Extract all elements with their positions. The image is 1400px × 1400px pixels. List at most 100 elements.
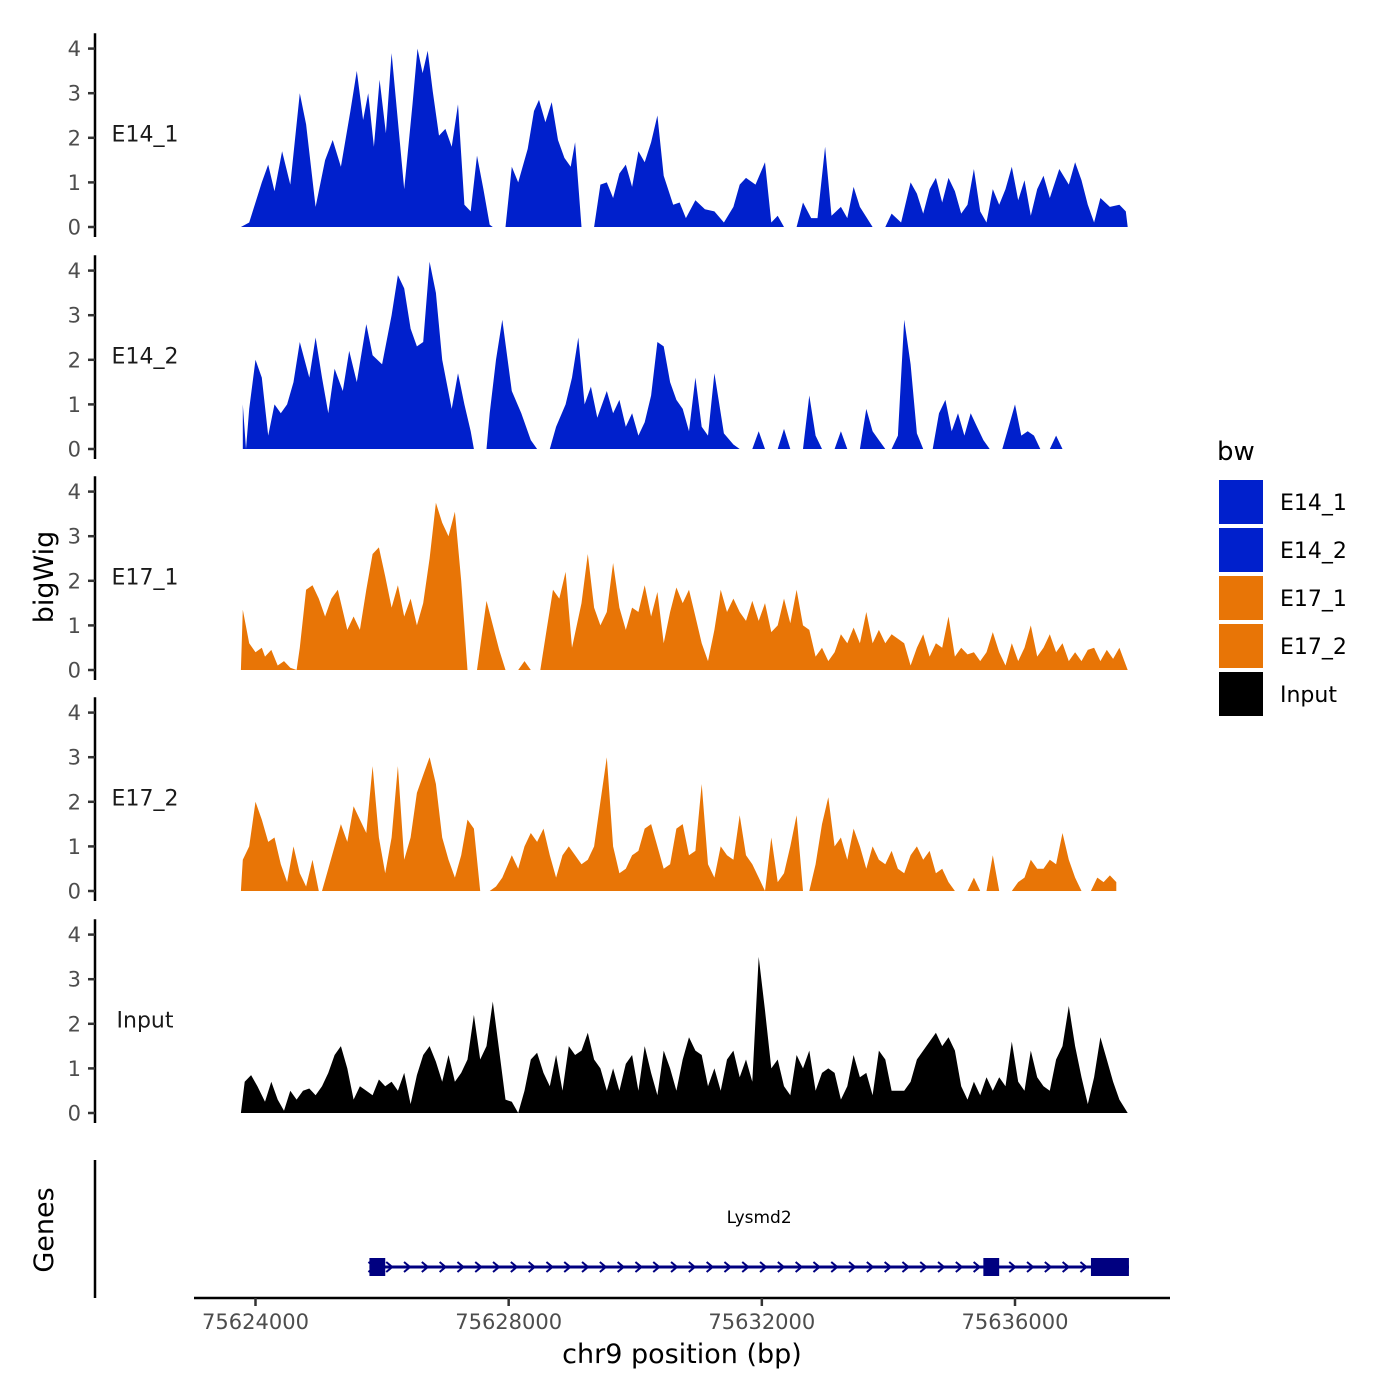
- y-tick-label: 0: [68, 659, 81, 683]
- strand-arrow: [688, 1261, 697, 1273]
- signal-area-E17_2: [240, 757, 1117, 891]
- strand-arrow: [581, 1261, 590, 1273]
- legend-label: E14_1: [1280, 491, 1347, 516]
- y-tick-label: 1: [68, 1057, 81, 1081]
- strand-arrow: [937, 1261, 946, 1273]
- x-axis: 75624000 75628000 75632000 75636000: [194, 1296, 1170, 1334]
- y-tick-label: 2: [68, 1012, 81, 1036]
- legend-key-Input: [1219, 672, 1263, 716]
- legend-key-E14_2: [1219, 528, 1263, 572]
- legend: bw E14_1 E14_2 E17_1 E17_2 Input: [1217, 437, 1347, 716]
- legend-key-E17_1: [1219, 576, 1263, 620]
- track-label: E14_1: [112, 122, 179, 147]
- exon-block: [1090, 1258, 1129, 1276]
- strand-arrow: [741, 1261, 750, 1273]
- strand-arrow: [634, 1261, 643, 1273]
- strand-arrow: [492, 1261, 501, 1273]
- strand-arrow: [812, 1261, 821, 1273]
- y-tick-label: 0: [68, 216, 81, 240]
- strand-arrow: [972, 1261, 982, 1273]
- track-label: Input: [117, 1008, 174, 1033]
- strand-arrow: [599, 1261, 608, 1273]
- strand-arrow: [385, 1261, 394, 1273]
- gene-name-label: Lysmd2: [727, 1208, 792, 1228]
- y-tick-label: 4: [68, 923, 81, 947]
- y-tick-label: 2: [68, 790, 81, 814]
- y-tick-label: 4: [68, 701, 81, 725]
- track-E17_2: 0 1 2 3 4 E17_2: [68, 697, 1117, 904]
- y-tick-label: 0: [68, 1102, 81, 1126]
- strand-arrow: [794, 1261, 804, 1273]
- strand-arrow: [883, 1261, 893, 1273]
- track-label: E17_1: [112, 565, 179, 590]
- signal-tracks: 0 1 2 3 4 E14_1 0 1 2 3 4 E14_2 0 1 2 3 4 E17_1 0 1 2 3 4 E17_2…: [68, 33, 1128, 1126]
- strand-arrow: [474, 1261, 483, 1273]
- y-tick-label: 1: [68, 614, 81, 638]
- strand-arrow: [563, 1261, 572, 1273]
- track-E14_2: 0 1 2 3 4 E14_2: [68, 255, 1069, 462]
- strand-arrow: [1061, 1261, 1071, 1273]
- strand-arrow: [901, 1261, 910, 1273]
- strand-arrow: [1079, 1261, 1088, 1273]
- strand-arrow: [421, 1261, 430, 1273]
- y-tick-label: 0: [68, 438, 81, 462]
- strand-arrow: [955, 1261, 964, 1273]
- signal-area-E14_2: [242, 261, 1069, 449]
- track-label: E14_2: [112, 344, 179, 369]
- y-tick-label: 4: [68, 259, 81, 283]
- signal-area-E14_1: [240, 48, 1128, 227]
- signal-area-E17_1: [240, 502, 1128, 670]
- strand-arrow: [1008, 1261, 1017, 1273]
- y-tick-label: 3: [68, 304, 81, 328]
- track-Input: 0 1 2 3 4 Input: [68, 919, 1128, 1126]
- exon-block: [369, 1258, 386, 1276]
- signal-area-Input: [240, 956, 1128, 1113]
- y-tick-label: 3: [68, 968, 81, 992]
- y-tick-label: 1: [68, 393, 81, 417]
- strand-arrow: [919, 1261, 928, 1273]
- strand-arrow: [438, 1261, 448, 1273]
- legend-label: Input: [1280, 683, 1337, 708]
- strand-arrow: [652, 1261, 661, 1273]
- y-tick-label: 1: [68, 171, 81, 195]
- genes-track: Lysmd2: [93, 1160, 1129, 1298]
- y-tick-label: 3: [68, 746, 81, 770]
- genes-axis-title: Genes: [29, 1187, 60, 1272]
- strand-arrow: [527, 1261, 537, 1273]
- track-E17_1: 0 1 2 3 4 E17_1: [68, 476, 1128, 683]
- y-tick-label: 1: [68, 835, 81, 859]
- strand-arrow: [723, 1261, 732, 1273]
- legend-key-E17_2: [1219, 624, 1263, 668]
- x-tick-label: 75636000: [962, 1310, 1069, 1334]
- strand-arrow: [510, 1261, 519, 1273]
- strand-arrow: [456, 1261, 465, 1273]
- legend-label: E17_2: [1280, 635, 1347, 660]
- strand-arrow: [616, 1261, 626, 1273]
- y-tick-label: 3: [68, 82, 81, 106]
- strand-arrow: [759, 1261, 768, 1273]
- y-tick-label: 2: [68, 348, 81, 372]
- strand-arrow: [866, 1261, 875, 1273]
- strand-arrow: [545, 1261, 554, 1273]
- y-axis-title: bigWig: [29, 531, 60, 624]
- x-tick-label: 75624000: [202, 1310, 309, 1334]
- legend-key-E14_1: [1219, 480, 1263, 524]
- y-tick-label: 0: [68, 880, 81, 904]
- strand-arrow: [1044, 1261, 1053, 1273]
- strand-arrow: [670, 1261, 679, 1273]
- y-tick-label: 3: [68, 525, 81, 549]
- track-label: E17_2: [112, 786, 179, 811]
- x-tick-label: 75628000: [455, 1310, 562, 1334]
- strand-arrow: [1026, 1261, 1035, 1273]
- x-axis-title: chr9 position (bp): [562, 1339, 802, 1370]
- strand-arrow: [777, 1261, 786, 1273]
- legend-label: E14_2: [1280, 539, 1347, 564]
- track-E14_1: 0 1 2 3 4 E14_1: [68, 33, 1128, 240]
- y-tick-label: 2: [68, 126, 81, 150]
- exon-block: [983, 1258, 1000, 1276]
- y-tick-label: 2: [68, 569, 81, 593]
- x-tick-label: 75632000: [708, 1310, 815, 1334]
- strand-arrow: [705, 1261, 715, 1273]
- strand-arrow: [848, 1261, 857, 1273]
